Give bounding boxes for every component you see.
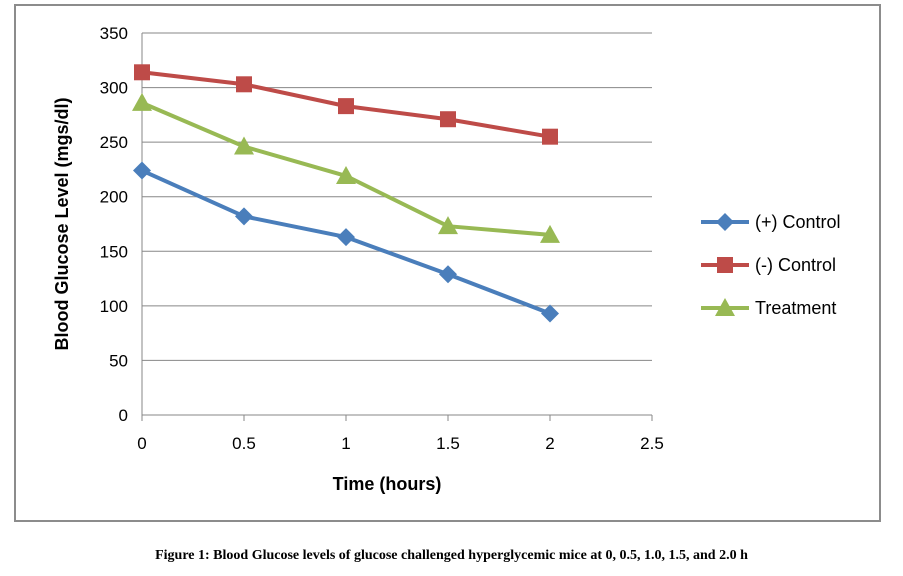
data-point [133, 161, 151, 180]
x-tick-label: 2 [545, 434, 554, 453]
legend-marker [716, 213, 734, 231]
data-point [542, 128, 558, 145]
data-point [132, 92, 152, 111]
data-point [338, 98, 354, 115]
data-point [134, 64, 150, 81]
legend: (+) Control (-) Control Treatment [701, 212, 841, 318]
series-1 [133, 161, 559, 323]
series-lines [132, 64, 560, 323]
data-point [235, 207, 253, 226]
y-tick-label: 100 [100, 297, 128, 316]
y-axis-title: Blood Glucose Level (mgs/dl) [52, 97, 72, 350]
y-tick-label: 150 [100, 242, 128, 261]
data-point [236, 76, 252, 93]
series-3 [132, 92, 560, 243]
y-tick-label: 350 [100, 24, 128, 43]
legend-entry: Treatment [701, 298, 836, 318]
legend-label: (+) Control [755, 212, 841, 232]
series-2 [134, 64, 558, 145]
data-point [540, 224, 560, 243]
tick-labels: 0 50 100 150 200 250 300 350 0 0.5 1 1.5 2 2.5 [100, 24, 664, 453]
line-chart: 0 50 100 150 200 250 300 350 0 0.5 1 1.5 2 2.5 Time (… [52, 24, 841, 494]
figure-caption: Figure 1: Blood Glucose levels of glucos… [155, 548, 748, 563]
data-point [336, 165, 356, 184]
data-point [438, 216, 458, 235]
x-tick-label: 0.5 [232, 434, 256, 453]
data-point [337, 228, 355, 247]
data-point [440, 111, 456, 128]
x-tick-label: 1 [341, 434, 350, 453]
legend-marker [715, 298, 735, 316]
data-point [439, 265, 457, 284]
x-tick-label: 0 [137, 434, 146, 453]
legend-label: Treatment [755, 298, 836, 318]
legend-marker [717, 257, 733, 273]
y-tick-label: 250 [100, 133, 128, 152]
y-tick-label: 50 [109, 351, 128, 370]
data-point [541, 304, 559, 323]
y-tick-label: 0 [119, 406, 128, 425]
axes [141, 33, 653, 421]
legend-entry: (+) Control [701, 212, 841, 232]
chart-frame: 0 50 100 150 200 250 300 350 0 0.5 1 1.5 2 2.5 Time (… [14, 4, 881, 522]
x-axis-title: Time (hours) [333, 474, 442, 494]
legend-entry: (-) Control [701, 255, 836, 275]
x-tick-label: 1.5 [436, 434, 460, 453]
gridlines [142, 32, 652, 361]
legend-label: (-) Control [755, 255, 836, 275]
y-tick-label: 300 [100, 79, 128, 98]
y-tick-label: 200 [100, 188, 128, 207]
data-point [234, 136, 254, 155]
x-tick-label: 2.5 [640, 434, 664, 453]
